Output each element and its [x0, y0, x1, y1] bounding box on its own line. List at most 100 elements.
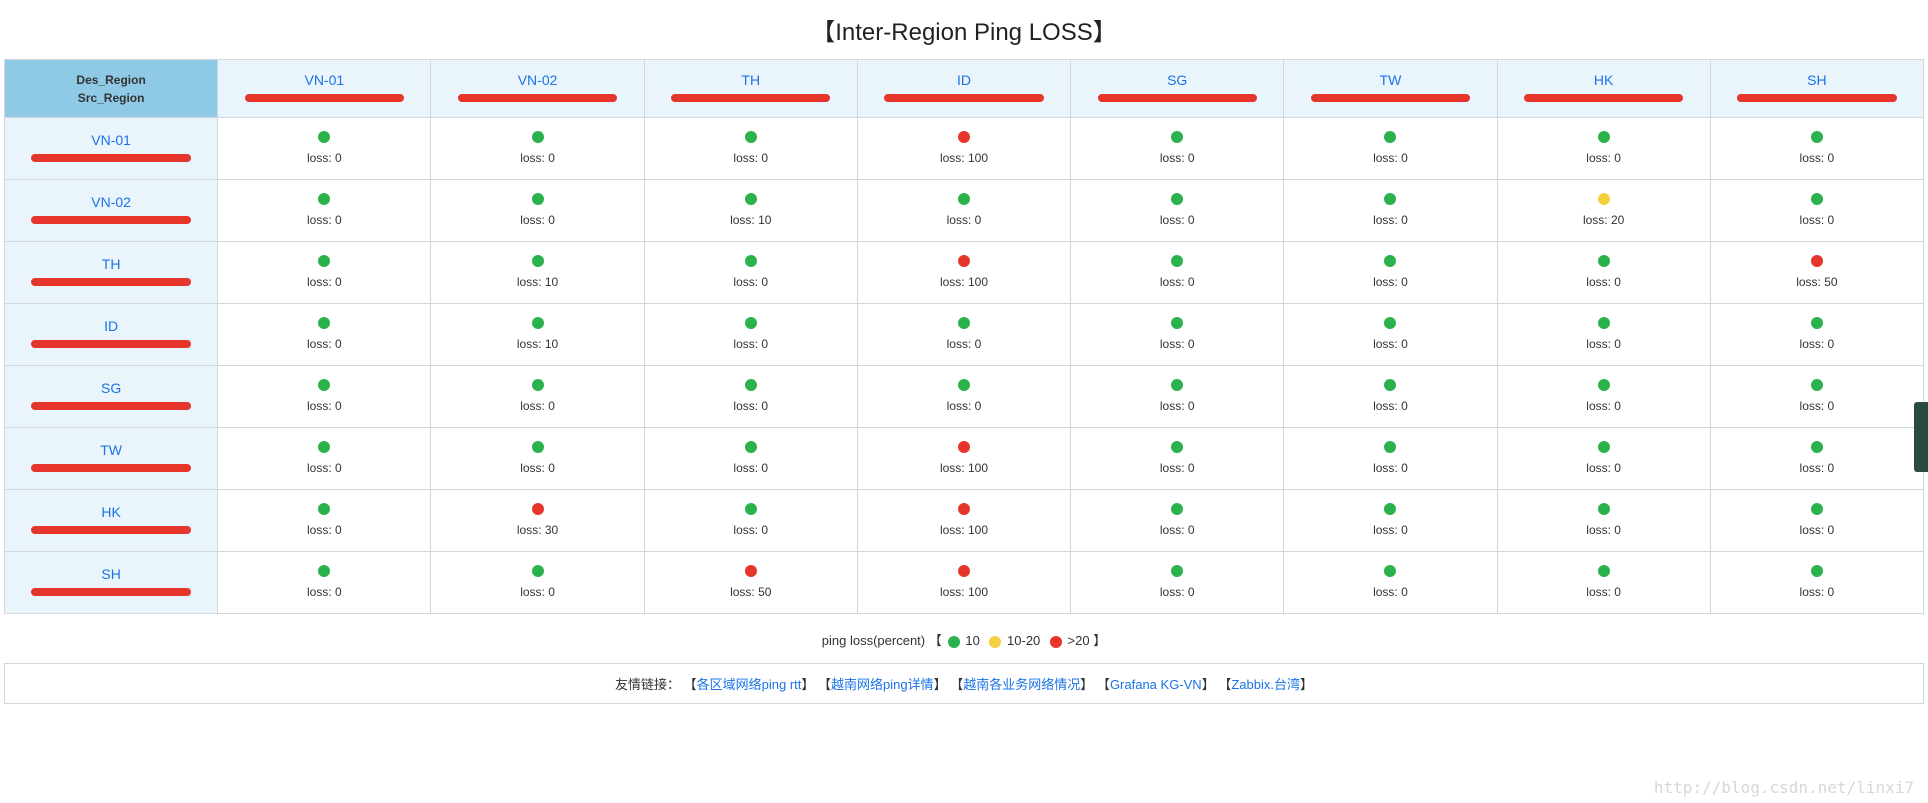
side-tab[interactable]	[1914, 402, 1928, 472]
status-dot	[1171, 503, 1183, 515]
loss-cell: loss: 0	[218, 180, 431, 242]
loss-cell: loss: 0	[1071, 180, 1284, 242]
loss-value: loss: 0	[1586, 275, 1621, 289]
footer-link[interactable]: Zabbix.台湾	[1231, 677, 1300, 692]
loss-value: loss: 0	[1160, 585, 1195, 599]
loss-value: loss: 0	[1160, 399, 1195, 413]
table-row: HKloss: 0loss: 30loss: 0loss: 100loss: 0…	[5, 490, 1924, 552]
loss-cell: loss: 0	[1710, 180, 1923, 242]
status-dot	[1384, 565, 1396, 577]
status-dot	[958, 565, 970, 577]
bracket-open: 【	[684, 677, 697, 692]
loss-cell: loss: 0	[1710, 490, 1923, 552]
legend-dot	[989, 636, 1001, 648]
bracket-open: 【	[1097, 677, 1110, 692]
loss-value: loss: 0	[733, 151, 768, 165]
footer-link[interactable]: 越南网络ping详情	[831, 677, 934, 692]
status-dot	[745, 503, 757, 515]
status-dot	[1811, 379, 1823, 391]
loss-value: loss: 0	[1800, 213, 1835, 227]
row-header-label: VN-01	[9, 132, 213, 148]
status-dot	[318, 193, 330, 205]
footer-link[interactable]: 越南各业务网络情况	[963, 677, 1080, 692]
col-header-label: SG	[1075, 72, 1279, 88]
loss-value: loss: 0	[520, 461, 555, 475]
loss-value: loss: 0	[1800, 461, 1835, 475]
legend-label: 10-20	[1003, 633, 1043, 648]
row-header-label: SG	[9, 380, 213, 396]
loss-value: loss: 10	[517, 337, 558, 351]
loss-value: loss: 0	[733, 461, 768, 475]
loss-cell: loss: 0	[1071, 118, 1284, 180]
bracket-close: 】	[1202, 677, 1219, 692]
loss-value: loss: 100	[940, 151, 988, 165]
redacted-ip	[31, 588, 190, 596]
loss-cell: loss: 0	[857, 304, 1070, 366]
loss-cell: loss: 0	[1284, 490, 1497, 552]
status-dot	[1384, 503, 1396, 515]
status-dot	[532, 131, 544, 143]
loss-cell: loss: 0	[1284, 118, 1497, 180]
status-dot	[532, 193, 544, 205]
row-header: VN-02	[5, 180, 218, 242]
loss-cell: loss: 0	[1497, 366, 1710, 428]
legend: ping loss(percent) 【 10 10-20 >20 】	[4, 630, 1924, 649]
loss-value: loss: 30	[517, 523, 558, 537]
table-row: TWloss: 0loss: 0loss: 0loss: 100loss: 0l…	[5, 428, 1924, 490]
row-header: TW	[5, 428, 218, 490]
watermark: http://blog.csdn.net/linxi7	[1654, 778, 1914, 797]
status-dot	[745, 379, 757, 391]
status-dot	[532, 255, 544, 267]
redacted-ip	[671, 94, 830, 102]
status-dot	[745, 131, 757, 143]
footer-link[interactable]: Grafana KG-VN	[1110, 677, 1202, 692]
loss-cell: loss: 0	[644, 428, 857, 490]
loss-cell: loss: 30	[431, 490, 644, 552]
table-row: SGloss: 0loss: 0loss: 0loss: 0loss: 0los…	[5, 366, 1924, 428]
loss-value: loss: 0	[1160, 275, 1195, 289]
loss-cell: loss: 0	[1071, 428, 1284, 490]
table-row: VN-02loss: 0loss: 0loss: 10loss: 0loss: …	[5, 180, 1924, 242]
loss-value: loss: 0	[1373, 275, 1408, 289]
status-dot	[958, 503, 970, 515]
loss-value: loss: 20	[1583, 213, 1624, 227]
legend-suffix: 】	[1093, 633, 1106, 648]
row-header: TH	[5, 242, 218, 304]
loss-value: loss: 0	[1800, 585, 1835, 599]
loss-cell: loss: 0	[1071, 490, 1284, 552]
table-row: IDloss: 0loss: 10loss: 0loss: 0loss: 0lo…	[5, 304, 1924, 366]
bracket-open: 【	[818, 677, 831, 692]
legend-dot	[948, 636, 960, 648]
loss-cell: loss: 0	[218, 366, 431, 428]
loss-value: loss: 0	[307, 275, 342, 289]
corner-line2: Src_Region	[78, 91, 145, 105]
loss-cell: loss: 0	[1710, 428, 1923, 490]
loss-value: loss: 0	[1586, 337, 1621, 351]
status-dot	[1598, 317, 1610, 329]
footer-link[interactable]: 各区域网络ping rtt	[697, 677, 802, 692]
loss-value: loss: 0	[947, 337, 982, 351]
col-header: ID	[857, 60, 1070, 118]
loss-cell: loss: 0	[431, 428, 644, 490]
loss-cell: loss: 0	[431, 180, 644, 242]
status-dot	[1384, 255, 1396, 267]
loss-value: loss: 0	[947, 213, 982, 227]
loss-value: loss: 0	[307, 151, 342, 165]
loss-cell: loss: 0	[218, 428, 431, 490]
redacted-ip	[458, 94, 617, 102]
loss-cell: loss: 0	[1284, 242, 1497, 304]
loss-cell: loss: 10	[431, 242, 644, 304]
loss-value: loss: 0	[1586, 151, 1621, 165]
loss-cell: loss: 0	[218, 118, 431, 180]
redacted-ip	[1098, 94, 1257, 102]
status-dot	[532, 565, 544, 577]
legend-label: >20	[1064, 633, 1093, 648]
status-dot	[958, 131, 970, 143]
loss-cell: loss: 0	[1710, 304, 1923, 366]
col-header-label: TW	[1288, 72, 1492, 88]
loss-cell: loss: 0	[1284, 366, 1497, 428]
col-header: TH	[644, 60, 857, 118]
loss-cell: loss: 0	[1497, 428, 1710, 490]
corner-line1: Des_Region	[76, 73, 145, 87]
loss-value: loss: 0	[307, 585, 342, 599]
